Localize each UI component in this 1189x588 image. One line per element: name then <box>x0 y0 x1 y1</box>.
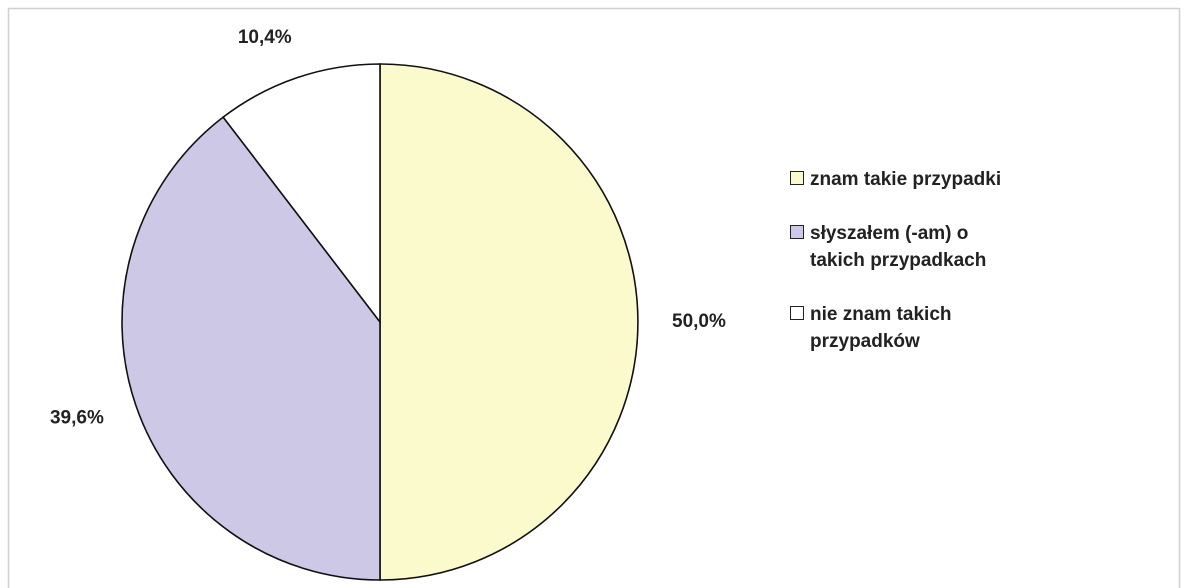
data-label: 10,4% <box>238 27 292 48</box>
legend-label: nie znam takich przypadków <box>810 304 952 352</box>
frame <box>7 7 1181 588</box>
pie-slice <box>379 63 639 581</box>
legend: znam takie przypadki słyszałem (-am) o ta… <box>790 166 1090 382</box>
legend-label: znam takie przypadki <box>810 169 1002 190</box>
legend-entry: znam takie przypadki <box>790 166 1090 193</box>
pie-slice <box>222 63 381 325</box>
legend-swatch <box>790 306 804 320</box>
legend-swatch <box>790 225 804 239</box>
legend-swatch <box>790 171 804 185</box>
pie-slice <box>121 116 381 581</box>
data-label: 50,0% <box>672 311 726 332</box>
legend-entry: słyszałem (-am) o takich przypadkach <box>790 220 1090 274</box>
legend-entry: nie znam takich przypadków <box>790 301 1090 355</box>
legend-label: słyszałem (-am) o takich przypadkach <box>810 223 987 271</box>
data-label: 39,6% <box>50 407 104 428</box>
